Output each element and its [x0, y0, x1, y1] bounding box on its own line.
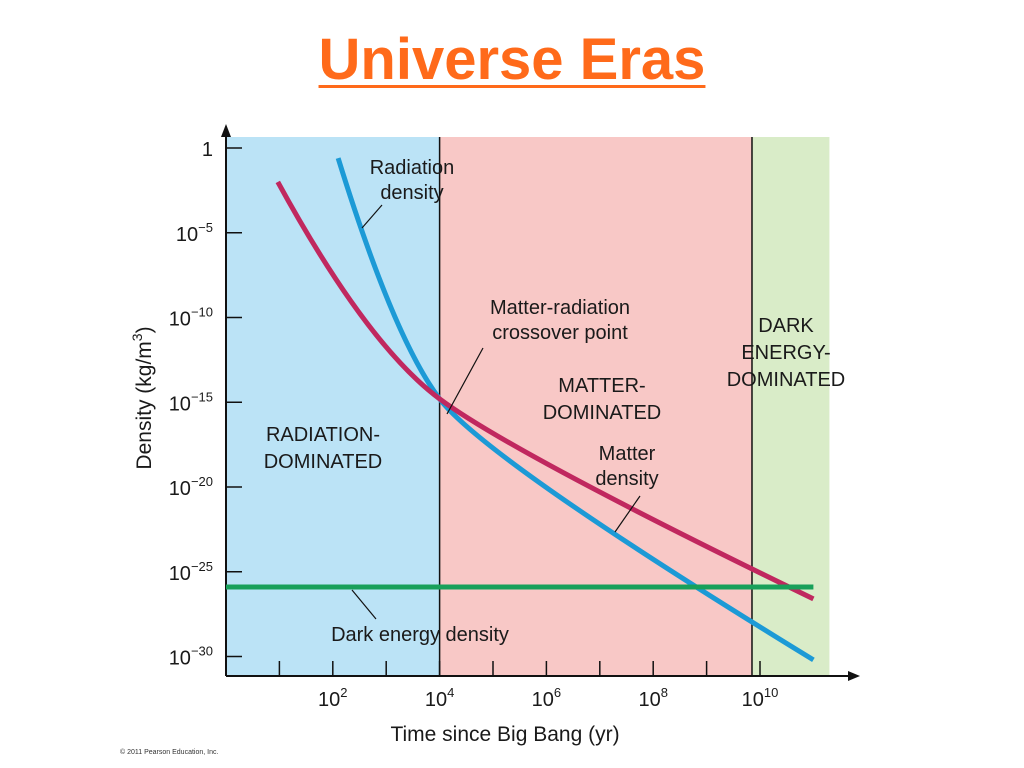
axes: 102 104 106 108 1010 1 10−5 10−10 10−15 10−20 10−2…: [129, 124, 860, 746]
series-line-radiation: [335, 157, 815, 663]
era-band-radiation: [226, 137, 440, 676]
era-label-dark-energy-line-1: DARK: [758, 315, 814, 337]
era-label-matter-line-2: DOMINATED: [543, 402, 662, 424]
series: [226, 157, 815, 663]
era-band-dark_energy: [751, 137, 830, 676]
x-axis-arrow: [848, 671, 860, 681]
slide-title: Universe Eras: [318, 27, 706, 92]
era-label-matter-line-1: MATTER-: [558, 375, 645, 397]
annotation-matter-leader: [614, 495, 641, 533]
y-tick-label-15: 10−15: [169, 389, 213, 415]
labels: RADIATION- DOMINATED MATTER- DOMINATED DARK E…: [264, 157, 846, 646]
y-axis-arrow: [221, 124, 231, 137]
annotation-dark-energy-density: Dark energy density: [331, 624, 509, 646]
annotation-radiation-density-line-1: Radiation: [370, 157, 455, 179]
y-axis-label: Density (kg/m3): [129, 326, 156, 469]
x-tick-label-4: 104: [425, 685, 454, 711]
y-tick-label-10: 10−10: [169, 305, 213, 331]
annotation-crossover-line-1: Matter-radiation: [490, 297, 630, 319]
y-tick-label-30: 10−30: [169, 644, 213, 670]
x-tick-label-8: 108: [638, 685, 667, 711]
era-label-radiation-line-1: RADIATION-: [266, 424, 380, 446]
x-tick-label-10: 1010: [742, 685, 779, 711]
series-line-matter: [275, 180, 815, 602]
era-label-dark-energy-line-2: ENERGY-: [741, 342, 830, 364]
y-tick-label-5: 10−5: [176, 220, 213, 246]
annotation-radiation-leader: [361, 204, 383, 229]
y-tick-label-0: 1: [202, 139, 213, 161]
x-tick-label-6: 106: [532, 685, 561, 711]
annotation-matter-density-line-2: density: [595, 468, 658, 490]
y-tick-label-25: 10−25: [169, 559, 213, 585]
annotation-radiation-density-line-2: density: [380, 182, 443, 204]
y-tick-label-20: 10−20: [169, 474, 213, 500]
copyright-notice: © 2011 Pearson Education, Inc.: [120, 749, 219, 756]
x-tick-label-2: 102: [318, 685, 347, 711]
annotation-dark-energy-leader: [351, 589, 377, 620]
annotation-crossover-line-2: crossover point: [492, 322, 628, 344]
annotation-crossover-leader: [446, 347, 484, 415]
era-backgrounds: [226, 137, 830, 676]
era-label-dark-energy-line-3: DOMINATED: [727, 369, 846, 391]
x-axis-label: Time since Big Bang (yr): [390, 723, 619, 746]
era-label-radiation-line-2: DOMINATED: [264, 451, 383, 473]
annotation-matter-density-line-1: Matter: [599, 443, 656, 465]
